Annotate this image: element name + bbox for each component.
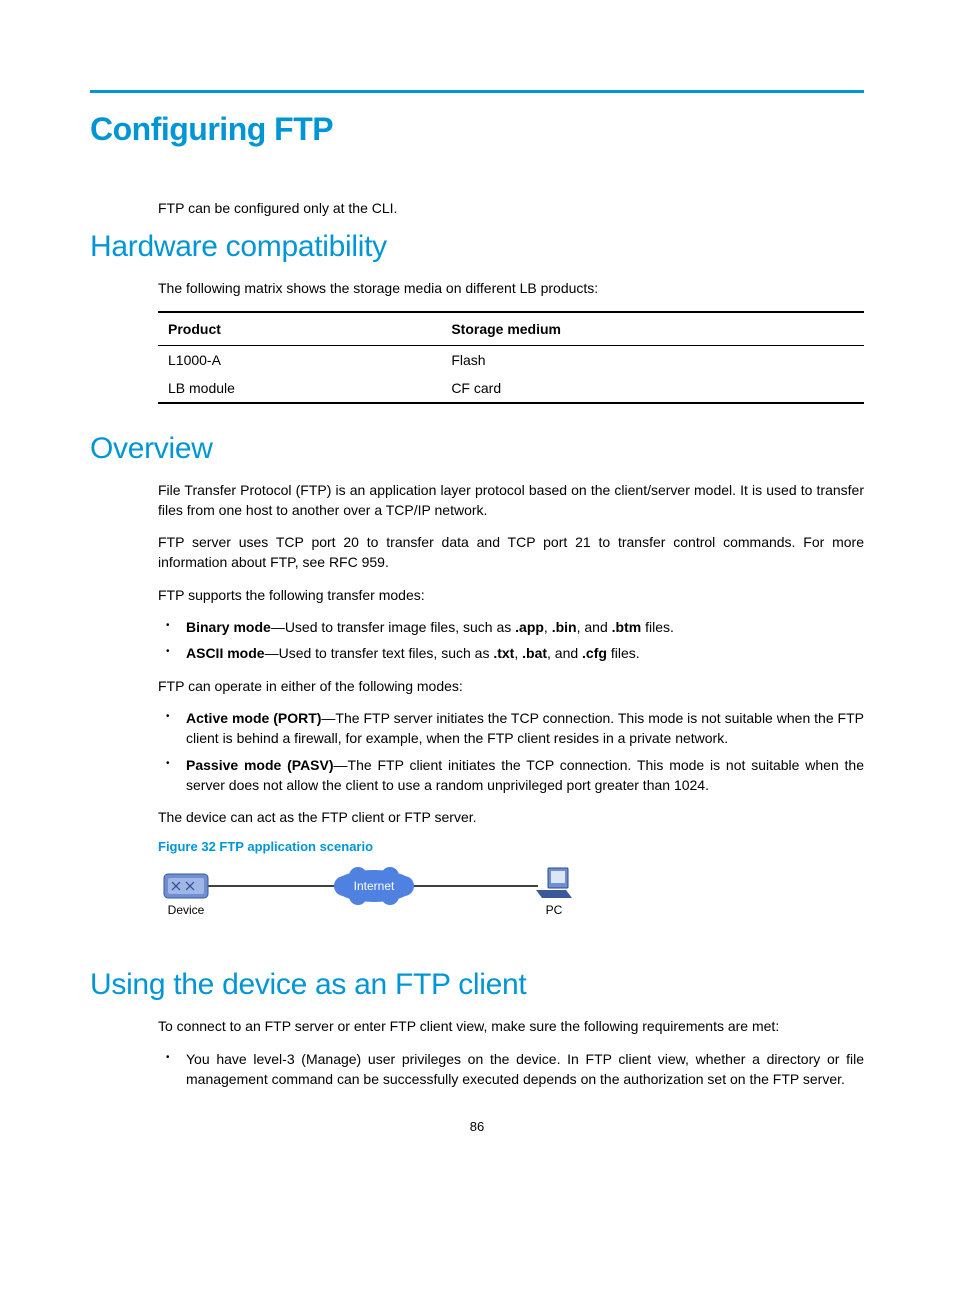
- overview-p1: File Transfer Protocol (FTP) is an appli…: [158, 480, 864, 521]
- ext: .cfg: [582, 645, 607, 661]
- operation-modes-list: Active mode (PORT)—The FTP server initia…: [158, 708, 864, 795]
- cell-product: LB module: [158, 374, 441, 403]
- top-rule: [90, 90, 864, 93]
- overview-p5: The device can act as the FTP client or …: [158, 807, 864, 827]
- internet-label: Internet: [354, 879, 395, 893]
- device-icon: [164, 874, 208, 898]
- ext: .bat: [522, 645, 547, 661]
- ftp-client-requirements: You have level-3 (Manage) user privilege…: [158, 1049, 864, 1090]
- mode-label: ASCII mode: [186, 645, 265, 661]
- ext: .txt: [493, 645, 514, 661]
- list-item: You have level-3 (Manage) user privilege…: [158, 1049, 864, 1090]
- list-item: ASCII mode—Used to transfer text files, …: [158, 643, 864, 663]
- table-row: LB module CF card: [158, 374, 864, 403]
- intro-block: FTP can be configured only at the CLI.: [158, 198, 864, 218]
- list-item: Passive mode (PASV)—The FTP client initi…: [158, 755, 864, 796]
- list-item: Active mode (PORT)—The FTP server initia…: [158, 708, 864, 749]
- ext: .app: [515, 619, 544, 635]
- intro-text: FTP can be configured only at the CLI.: [158, 198, 864, 218]
- ftp-client-heading: Using the device as an FTP client: [90, 968, 864, 1002]
- col-product: Product: [158, 312, 441, 346]
- hardware-intro: The following matrix shows the storage m…: [158, 278, 864, 298]
- overview-p2: FTP server uses TCP port 20 to transfer …: [158, 532, 864, 573]
- hardware-block: The following matrix shows the storage m…: [158, 278, 864, 403]
- figure-caption: Figure 32 FTP application scenario: [158, 839, 864, 854]
- mode-text: —Used to transfer text files, such as: [265, 645, 494, 661]
- mode-text: files.: [641, 619, 674, 635]
- list-item: Binary mode—Used to transfer image files…: [158, 617, 864, 637]
- page: Configuring FTP FTP can be configured on…: [0, 0, 954, 1194]
- ftp-client-block: To connect to an FTP server or enter FTP…: [158, 1016, 864, 1089]
- hardware-heading: Hardware compatibility: [90, 230, 864, 264]
- ext: .bin: [552, 619, 577, 635]
- pc-label: PC: [546, 903, 563, 917]
- device-label: Device: [168, 903, 205, 917]
- transfer-modes-list: Binary mode—Used to transfer image files…: [158, 617, 864, 664]
- mode-label: Binary mode: [186, 619, 271, 635]
- req-text: You have level-3 (Manage) user privilege…: [186, 1051, 864, 1087]
- table-header-row: Product Storage medium: [158, 312, 864, 346]
- cell-product: L1000-A: [158, 345, 441, 374]
- page-title: Configuring FTP: [90, 111, 864, 148]
- page-number: 86: [90, 1119, 864, 1134]
- mode-label: Passive mode (PASV): [186, 757, 334, 773]
- pc-icon: [536, 868, 572, 898]
- mode-label: Active mode (PORT): [186, 710, 321, 726]
- cell-storage: CF card: [441, 374, 864, 403]
- hardware-table: Product Storage medium L1000-A Flash LB …: [158, 311, 864, 404]
- sep: , and: [577, 619, 612, 635]
- sep: ,: [544, 619, 552, 635]
- cell-storage: Flash: [441, 345, 864, 374]
- col-storage: Storage medium: [441, 312, 864, 346]
- ftp-scenario-diagram: Device Internet PC: [158, 862, 588, 932]
- table-row: L1000-A Flash: [158, 345, 864, 374]
- overview-p3: FTP supports the following transfer mode…: [158, 585, 864, 605]
- overview-p4: FTP can operate in either of the followi…: [158, 676, 864, 696]
- overview-heading: Overview: [90, 432, 864, 466]
- ftp-client-intro: To connect to an FTP server or enter FTP…: [158, 1016, 864, 1036]
- figure-32: Device Internet PC: [158, 862, 864, 932]
- sep: ,: [514, 645, 522, 661]
- overview-block: File Transfer Protocol (FTP) is an appli…: [158, 480, 864, 933]
- sep: , and: [547, 645, 582, 661]
- mode-text: —Used to transfer image files, such as: [271, 619, 515, 635]
- mode-text: files.: [607, 645, 640, 661]
- ext: .btm: [612, 619, 642, 635]
